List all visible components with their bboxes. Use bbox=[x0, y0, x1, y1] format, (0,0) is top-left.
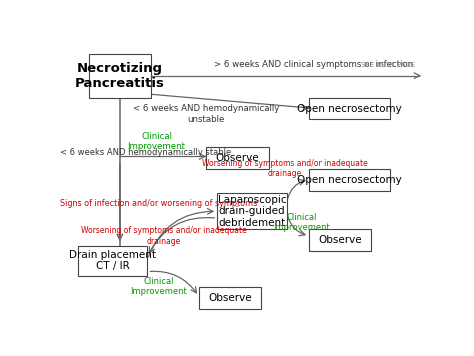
Text: Necrotizing
Pancreatitis: Necrotizing Pancreatitis bbox=[75, 62, 165, 90]
FancyBboxPatch shape bbox=[309, 169, 390, 191]
FancyBboxPatch shape bbox=[199, 287, 261, 309]
Text: Signs of infection and/or worsening of symptoms: Signs of infection and/or worsening of s… bbox=[60, 199, 257, 208]
FancyBboxPatch shape bbox=[206, 147, 269, 169]
FancyBboxPatch shape bbox=[309, 98, 390, 120]
Text: Open necrosectomy: Open necrosectomy bbox=[297, 104, 402, 114]
FancyBboxPatch shape bbox=[309, 229, 372, 251]
Text: Observe: Observe bbox=[319, 235, 362, 245]
Text: SEE NEXT PAGE: SEE NEXT PAGE bbox=[362, 62, 416, 68]
Text: Clinical
Improvement: Clinical Improvement bbox=[128, 132, 186, 151]
Text: Open necrosectomy: Open necrosectomy bbox=[297, 175, 402, 185]
Text: Worsening of symptoms and/or inadequate
drainage: Worsening of symptoms and/or inadequate … bbox=[202, 159, 368, 178]
Text: > 6 weeks AND clinical symptoms or infection: > 6 weeks AND clinical symptoms or infec… bbox=[213, 60, 413, 69]
Text: < 6 weeks AND hemodynamically stable: < 6 weeks AND hemodynamically stable bbox=[60, 148, 232, 157]
Text: Observe: Observe bbox=[208, 293, 252, 303]
Text: Observe: Observe bbox=[216, 153, 259, 163]
FancyBboxPatch shape bbox=[78, 246, 147, 276]
Text: Drain placement
CT / IR: Drain placement CT / IR bbox=[69, 250, 156, 271]
Text: Laparoscopic
drain-guided
debridement: Laparoscopic drain-guided debridement bbox=[218, 195, 286, 228]
FancyBboxPatch shape bbox=[89, 54, 151, 98]
Text: Clinical
Improvement: Clinical Improvement bbox=[130, 277, 187, 297]
Text: Worsening of symptoms and/or inadequate
drainage: Worsening of symptoms and/or inadequate … bbox=[81, 226, 247, 246]
Text: Clinical
Improvement: Clinical Improvement bbox=[273, 213, 330, 232]
Text: < 6 weeks AND hemodynamically
unstable: < 6 weeks AND hemodynamically unstable bbox=[133, 104, 279, 124]
FancyBboxPatch shape bbox=[217, 194, 287, 229]
